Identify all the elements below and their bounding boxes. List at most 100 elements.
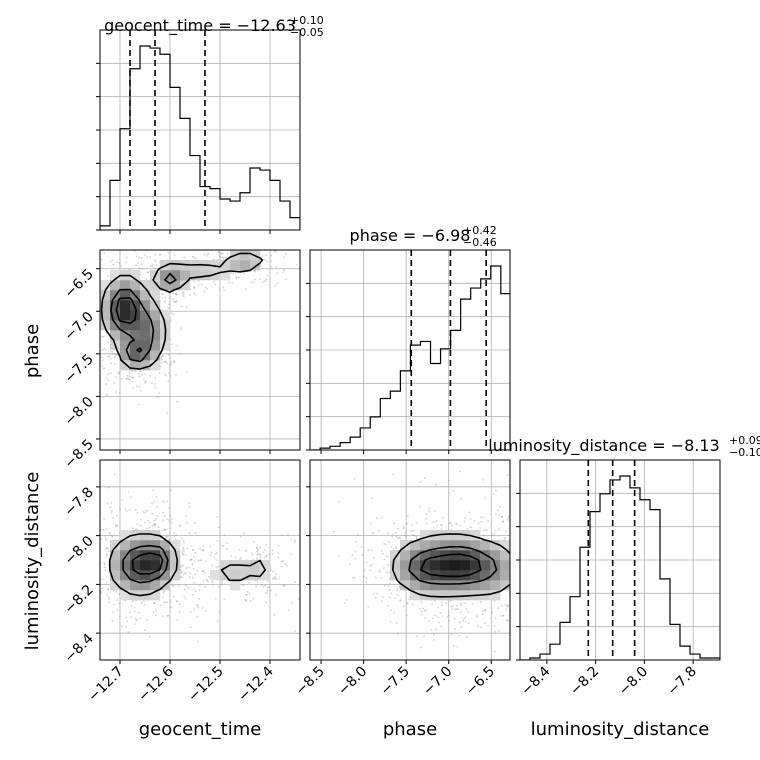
sample-point — [215, 597, 217, 600]
sample-point — [264, 584, 267, 587]
sample-point — [199, 559, 202, 562]
x-tick-label: −8.2 — [567, 664, 602, 699]
sample-point — [371, 532, 374, 535]
sample-point — [100, 356, 102, 359]
sample-point — [532, 563, 534, 565]
sample-point — [66, 570, 68, 572]
x-tick-label: −12.5 — [185, 664, 227, 706]
sample-point — [392, 473, 394, 476]
density-cell — [110, 560, 121, 571]
sample-point — [135, 243, 137, 245]
x-tick-label: −8.0 — [616, 664, 651, 699]
sample-point — [180, 565, 183, 567]
sample-point — [126, 620, 128, 623]
sample-point — [383, 558, 386, 561]
sample-point — [513, 587, 515, 589]
sample-point — [259, 553, 262, 556]
sample-point — [134, 623, 136, 625]
xlabel-luminosity-distance: luminosity_distance — [531, 719, 710, 740]
x-tick-label: −6.5 — [463, 664, 498, 699]
sample-point — [166, 615, 169, 617]
sample-point — [512, 578, 514, 580]
sample-point — [140, 518, 143, 521]
sample-point — [536, 504, 538, 506]
sample-point — [281, 534, 283, 536]
sample-point — [131, 387, 134, 389]
sample-point — [135, 619, 138, 622]
sample-point — [199, 547, 201, 550]
sample-point — [425, 517, 428, 520]
sample-point — [107, 355, 110, 358]
sample-point — [140, 257, 143, 259]
sample-point — [282, 256, 285, 259]
sample-point — [515, 551, 517, 553]
density-cell — [100, 310, 111, 321]
density-cell — [120, 560, 131, 571]
sample-point — [451, 608, 454, 610]
sample-point — [110, 362, 113, 365]
density-cell — [120, 300, 131, 311]
density-cell — [420, 560, 431, 571]
sample-point — [107, 275, 109, 278]
sample-point — [172, 595, 175, 598]
sample-point — [165, 360, 167, 363]
sample-point — [388, 541, 391, 544]
sample-point — [95, 610, 97, 612]
sample-point — [202, 549, 205, 552]
density-cell — [140, 550, 151, 561]
sample-point — [208, 575, 210, 578]
sample-point — [109, 357, 112, 360]
sample-point — [418, 505, 421, 508]
sample-point — [227, 247, 229, 249]
sample-point — [406, 602, 409, 605]
sample-point — [138, 611, 141, 614]
sample-point — [251, 554, 254, 557]
density-cell — [480, 540, 491, 551]
sample-point — [151, 382, 153, 385]
sample-point — [242, 584, 244, 587]
hist-panel-phase — [306, 249, 511, 454]
sample-point — [188, 505, 191, 508]
sample-point — [496, 509, 499, 512]
sample-point — [225, 242, 227, 244]
sample-point — [530, 530, 532, 532]
sample-point — [268, 553, 271, 556]
sample-point — [116, 609, 119, 612]
sample-point — [179, 328, 182, 331]
sample-point — [135, 264, 138, 267]
sample-point — [166, 500, 169, 503]
sample-point — [191, 563, 194, 566]
y-tick-label: −8.0 — [61, 533, 96, 568]
ylabel-phase: phase — [22, 324, 43, 378]
axes-frame — [99, 249, 301, 451]
density-cell — [240, 260, 251, 271]
sample-point — [490, 532, 493, 535]
density-cell — [140, 340, 151, 351]
sample-point — [194, 257, 197, 260]
sample-point — [200, 548, 203, 551]
sample-point — [455, 522, 458, 525]
sample-point — [188, 502, 191, 505]
sample-point — [480, 626, 483, 629]
sample-point — [114, 524, 117, 526]
sample-point — [128, 370, 131, 373]
sample-point — [200, 283, 203, 286]
sample-point — [65, 341, 67, 343]
sample-point — [164, 529, 167, 531]
sample-point — [513, 590, 515, 592]
sample-point — [153, 523, 156, 525]
sample-point — [383, 542, 386, 545]
sample-point — [115, 246, 117, 248]
title-luminosity-distance: luminosity_distance = −8.13 — [488, 436, 719, 456]
sample-point — [281, 271, 284, 274]
sample-point — [463, 617, 465, 620]
sample-point — [134, 509, 137, 512]
sample-point — [287, 609, 290, 612]
sample-point — [505, 619, 508, 622]
sample-point — [82, 299, 84, 301]
sample-point — [396, 594, 399, 597]
sample-point — [411, 524, 414, 526]
sample-point — [395, 547, 397, 550]
sample-point — [484, 609, 486, 612]
density-cell — [390, 560, 401, 571]
